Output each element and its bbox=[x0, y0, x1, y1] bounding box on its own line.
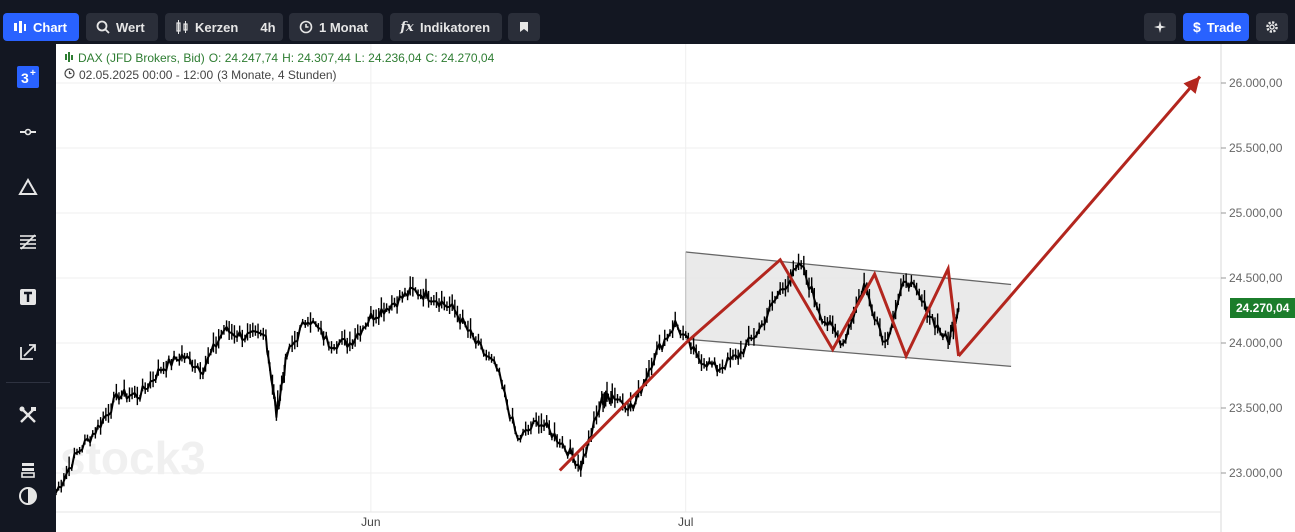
grid-layer bbox=[56, 44, 1221, 512]
chart-area[interactable]: stock3 26.000,00 25.500,00 25.000,00 24.500… bbox=[56, 44, 1295, 532]
channel-top-line bbox=[685, 251, 1012, 286]
uptrend-line bbox=[558, 341, 687, 472]
text-icon[interactable] bbox=[12, 281, 44, 313]
chart-button-label: Chart bbox=[33, 19, 67, 35]
value-button-label: Wert bbox=[116, 19, 145, 35]
legend-clock-icon bbox=[64, 68, 75, 82]
trade-button-label: Trade bbox=[1206, 19, 1242, 35]
trade-button[interactable]: $ Trade bbox=[1183, 13, 1249, 41]
watermark: stock3 bbox=[60, 432, 206, 484]
legend-span: (3 Monate, 4 Stunden) bbox=[217, 68, 337, 82]
range-button-label: 1 Monat bbox=[319, 19, 369, 35]
left-toolbar: 3 + bbox=[0, 44, 56, 532]
legend-open: O: 24.247,74 bbox=[208, 51, 279, 65]
last-price-tag: 24.270,04 bbox=[1230, 297, 1295, 318]
price-line bbox=[56, 262, 960, 494]
svg-text:3: 3 bbox=[21, 70, 29, 86]
y-tick-label: 24.500,00 bbox=[1229, 271, 1283, 285]
interval-label[interactable]: 4h bbox=[260, 19, 276, 35]
legend-candles-icon bbox=[64, 51, 74, 65]
indicators-button-label: Indikatoren bbox=[420, 19, 491, 35]
legend-date-line: 02.05.2025 00:00 - 12:00 (3 Monate, 4 St… bbox=[64, 68, 337, 82]
sparkle-icon bbox=[1153, 20, 1167, 34]
channel-fill bbox=[685, 252, 1012, 367]
arrow-icon[interactable] bbox=[12, 336, 44, 368]
y-tick-label: 23.500,00 bbox=[1229, 401, 1283, 415]
triangle-icon[interactable] bbox=[12, 171, 44, 203]
axis-layer: 26.000,00 25.500,00 25.000,00 24.500,00 24.0… bbox=[56, 44, 1283, 532]
channel-bottom-line bbox=[685, 338, 1012, 368]
watermark-layer: stock3 bbox=[60, 432, 206, 484]
fx-icon: fx bbox=[400, 19, 414, 35]
bookmark-icon bbox=[517, 20, 531, 34]
x-tick-label: Jul bbox=[678, 515, 693, 529]
zigzag-line bbox=[684, 257, 961, 360]
annotation-layer bbox=[558, 75, 1202, 472]
x-tick-label: Jun bbox=[361, 515, 380, 529]
legend-low: L: 24.236,04 bbox=[354, 51, 422, 65]
legend-ohlc-line: DAX (JFD Brokers, Bid) O: 24.247,74 H: 2… bbox=[64, 51, 494, 65]
ai-button[interactable] bbox=[1144, 13, 1176, 41]
y-tick-label: 25.500,00 bbox=[1229, 141, 1283, 155]
legend-date-range: 02.05.2025 00:00 - 12:00 bbox=[79, 68, 214, 82]
legend-instrument[interactable]: DAX (JFD Brokers, Bid) bbox=[78, 51, 205, 65]
indicators-button[interactable]: fx Indikatoren bbox=[390, 13, 502, 41]
toolbar-divider bbox=[6, 382, 50, 383]
forecast-arrow-head bbox=[1183, 76, 1201, 94]
y-tick-label: 26.000,00 bbox=[1229, 76, 1283, 90]
value-button[interactable]: Wert bbox=[86, 13, 158, 41]
fib-icon[interactable] bbox=[12, 226, 44, 258]
range-button[interactable]: 1 Monat bbox=[289, 13, 383, 41]
price-chart[interactable]: stock3 26.000,00 25.500,00 25.000,00 24.500… bbox=[56, 44, 1295, 532]
candlestick-icon bbox=[175, 20, 189, 34]
y-tick-label: 24.000,00 bbox=[1229, 336, 1283, 350]
legend-close: C: 24.270,04 bbox=[425, 51, 495, 65]
contrast-icon[interactable] bbox=[12, 480, 44, 512]
candles-button[interactable]: Kerzen 4h bbox=[165, 13, 283, 41]
chart-button[interactable]: Chart bbox=[3, 13, 79, 41]
candles-button-label: Kerzen bbox=[195, 19, 239, 35]
clock-icon bbox=[299, 20, 313, 34]
settings-button[interactable] bbox=[1256, 13, 1288, 41]
candles-icon bbox=[13, 20, 27, 34]
legend-high: H: 24.307,44 bbox=[282, 51, 351, 65]
horizontal-line-icon[interactable] bbox=[12, 116, 44, 148]
tools-icon[interactable] bbox=[12, 399, 44, 431]
chart-settings-icon[interactable]: 3 + bbox=[12, 61, 44, 93]
dollar-icon: $ bbox=[1193, 19, 1201, 35]
y-tick-label: 25.000,00 bbox=[1229, 206, 1283, 220]
search-icon bbox=[96, 20, 110, 34]
channel-layer bbox=[685, 251, 1012, 368]
y-tick-label: 23.000,00 bbox=[1229, 466, 1283, 480]
svg-text:+: + bbox=[30, 68, 36, 79]
bookmark-button[interactable] bbox=[508, 13, 540, 41]
top-toolbar: Chart Wert Kerzen 4h 1 Monat fx Indikato… bbox=[0, 0, 1295, 44]
layers-icon[interactable] bbox=[12, 454, 44, 486]
price-layer bbox=[56, 253, 960, 496]
gear-icon bbox=[1265, 20, 1279, 34]
forecast-arrow-line bbox=[957, 75, 1202, 357]
